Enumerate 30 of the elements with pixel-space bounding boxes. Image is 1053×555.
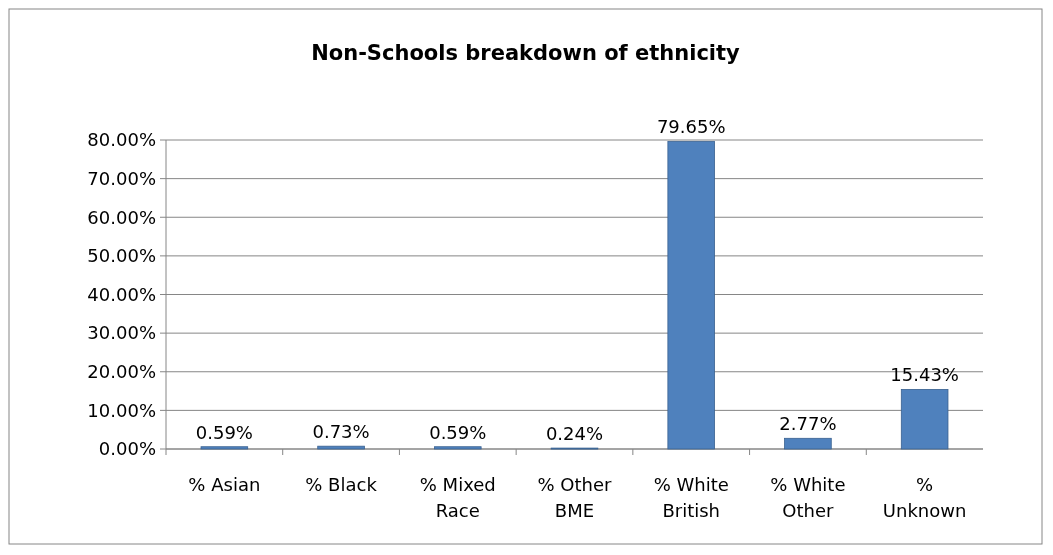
bar bbox=[784, 437, 832, 450]
data-label: 79.65% bbox=[656, 116, 726, 138]
y-tick-label: 80.00% bbox=[87, 129, 156, 151]
bar bbox=[317, 445, 365, 450]
y-tick-label: 60.00% bbox=[87, 206, 156, 228]
y-tick-label: 0.00% bbox=[98, 438, 156, 460]
bar bbox=[900, 389, 949, 450]
data-label: 0.24% bbox=[545, 423, 604, 445]
y-tick-label: 30.00% bbox=[87, 322, 156, 344]
y-tick-label: 70.00% bbox=[87, 167, 156, 189]
data-label: 0.59% bbox=[195, 421, 253, 443]
y-tick-label: 10.00% bbox=[87, 399, 156, 421]
x-tick-label: % White British bbox=[653, 474, 729, 521]
bar bbox=[434, 446, 482, 450]
y-tick-label: 40.00% bbox=[87, 283, 156, 305]
x-tick-label: % Unknown bbox=[882, 474, 967, 521]
data-label: 2.77% bbox=[779, 413, 837, 435]
x-tick-label: % Mixed Race bbox=[419, 474, 496, 521]
x-tick-label: % Black bbox=[305, 474, 378, 495]
x-tick-label: % White Other bbox=[770, 474, 846, 521]
data-label: 0.73% bbox=[312, 421, 370, 443]
y-tick-label: 50.00% bbox=[87, 245, 156, 267]
x-tick-label: % Other BME bbox=[537, 474, 613, 521]
bar bbox=[667, 140, 715, 450]
data-label: 15.43% bbox=[890, 364, 959, 386]
bar bbox=[200, 446, 249, 450]
y-tick-label: 20.00% bbox=[87, 361, 156, 383]
chart-title: Non-Schools breakdown of ethnicity bbox=[311, 41, 741, 65]
data-label: 0.59% bbox=[429, 421, 487, 443]
x-tick-label: % Asian bbox=[188, 474, 261, 495]
